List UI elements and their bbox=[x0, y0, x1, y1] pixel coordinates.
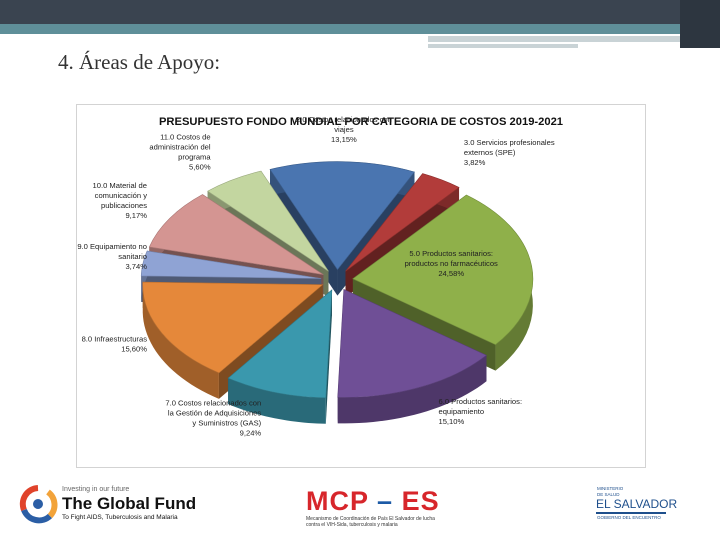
slice-value-label: 3,74% bbox=[125, 262, 147, 271]
slice-value-label: 15,10% bbox=[438, 417, 464, 426]
top-light-stripe bbox=[428, 36, 680, 42]
top-light-stripe-short bbox=[428, 44, 578, 48]
el-salvador-health: DE SALUD bbox=[597, 492, 620, 497]
slice-category-label: programa bbox=[178, 153, 211, 162]
el-salvador-name: EL SALVADOR bbox=[596, 497, 678, 511]
el-salvador-government: GOBIERNO DEL ENCUENTRO bbox=[597, 515, 661, 520]
slice-value-label: 9,24% bbox=[240, 428, 262, 437]
slice-category-label: sanitario bbox=[118, 252, 147, 261]
slice-value-label: 3,82% bbox=[464, 158, 486, 167]
slice-category-label: 10.0 Material de bbox=[93, 181, 147, 190]
pie-chart: PRESUPUESTO FONDO MUNDIAL POR CATEGORIA … bbox=[77, 115, 563, 437]
slide-title: 4. Áreas de Apoyo: bbox=[58, 50, 221, 74]
top-corner-block bbox=[680, 0, 720, 48]
slice-value-label: 13,15% bbox=[331, 135, 357, 144]
mcp-logo-es: ES bbox=[401, 486, 440, 516]
slice-category-label: comunicación y bbox=[95, 191, 148, 200]
slice-category-label: 6.0 Productos sanitarios: bbox=[438, 397, 522, 406]
pie-slice bbox=[227, 289, 333, 424]
slice-category-label: equipamiento bbox=[438, 407, 484, 416]
mcp-tagline: Mecanismo de Coordinación de País El Sal… bbox=[306, 516, 435, 528]
chart-title: PRESUPUESTO FONDO MUNDIAL POR CATEGORIA … bbox=[159, 116, 563, 128]
slice-category-label: viajes bbox=[334, 125, 354, 134]
slice-category-label: administración del bbox=[149, 143, 211, 152]
slice-value-label: 15,60% bbox=[121, 345, 147, 354]
top-bar bbox=[0, 0, 720, 24]
slice-category-label: 9.0 Equipamiento no bbox=[77, 242, 147, 251]
global-fund-slogan: Investing in our future bbox=[62, 486, 130, 493]
mcp-logo: MCP – ES bbox=[306, 486, 440, 517]
el-salvador-divider bbox=[596, 512, 666, 514]
slice-category-label: 8.0 Infraestructuras bbox=[82, 335, 148, 344]
slice-category-label: 3.0 Servicios profesionales bbox=[464, 138, 555, 147]
mcp-logo-mcp: MCP bbox=[306, 486, 369, 516]
slice-category-label: 11.0 Costos de bbox=[160, 133, 211, 142]
global-fund-name: The Global Fund bbox=[62, 494, 197, 513]
slice-category-label: la Gestión de Adquisiciones bbox=[168, 408, 261, 417]
slice-value-label: 9,17% bbox=[125, 211, 147, 220]
global-fund-logo bbox=[19, 485, 58, 524]
top-accent-bar bbox=[0, 24, 720, 34]
slice-category-label: productos no farmacéuticos bbox=[405, 259, 498, 268]
pie-slice bbox=[337, 288, 488, 424]
slice-category-label: publicaciones bbox=[101, 201, 147, 210]
slice-category-label: 5.0 Productos sanitarios: bbox=[409, 249, 493, 258]
slice-value-label: 5,60% bbox=[189, 163, 211, 172]
slice-value-label: 24,58% bbox=[438, 269, 464, 278]
slice-category-label: 7.0 Costos relacionados con bbox=[165, 398, 261, 407]
el-salvador-ministry: MINISTERIO bbox=[597, 486, 624, 491]
mcp-logo-dash: – bbox=[377, 486, 394, 516]
slice-category-label: externos (SPE) bbox=[464, 148, 516, 157]
chart-frame: PRESUPUESTO FONDO MUNDIAL POR CATEGORIA … bbox=[76, 104, 646, 468]
global-fund-tagline: To Fight AIDS, Tuberculosis and Malaria bbox=[62, 514, 178, 521]
slice-category-label: 2.0 Costos relacionados con bbox=[296, 115, 392, 124]
slice-category-label: y Suministros (GAS) bbox=[192, 418, 261, 427]
